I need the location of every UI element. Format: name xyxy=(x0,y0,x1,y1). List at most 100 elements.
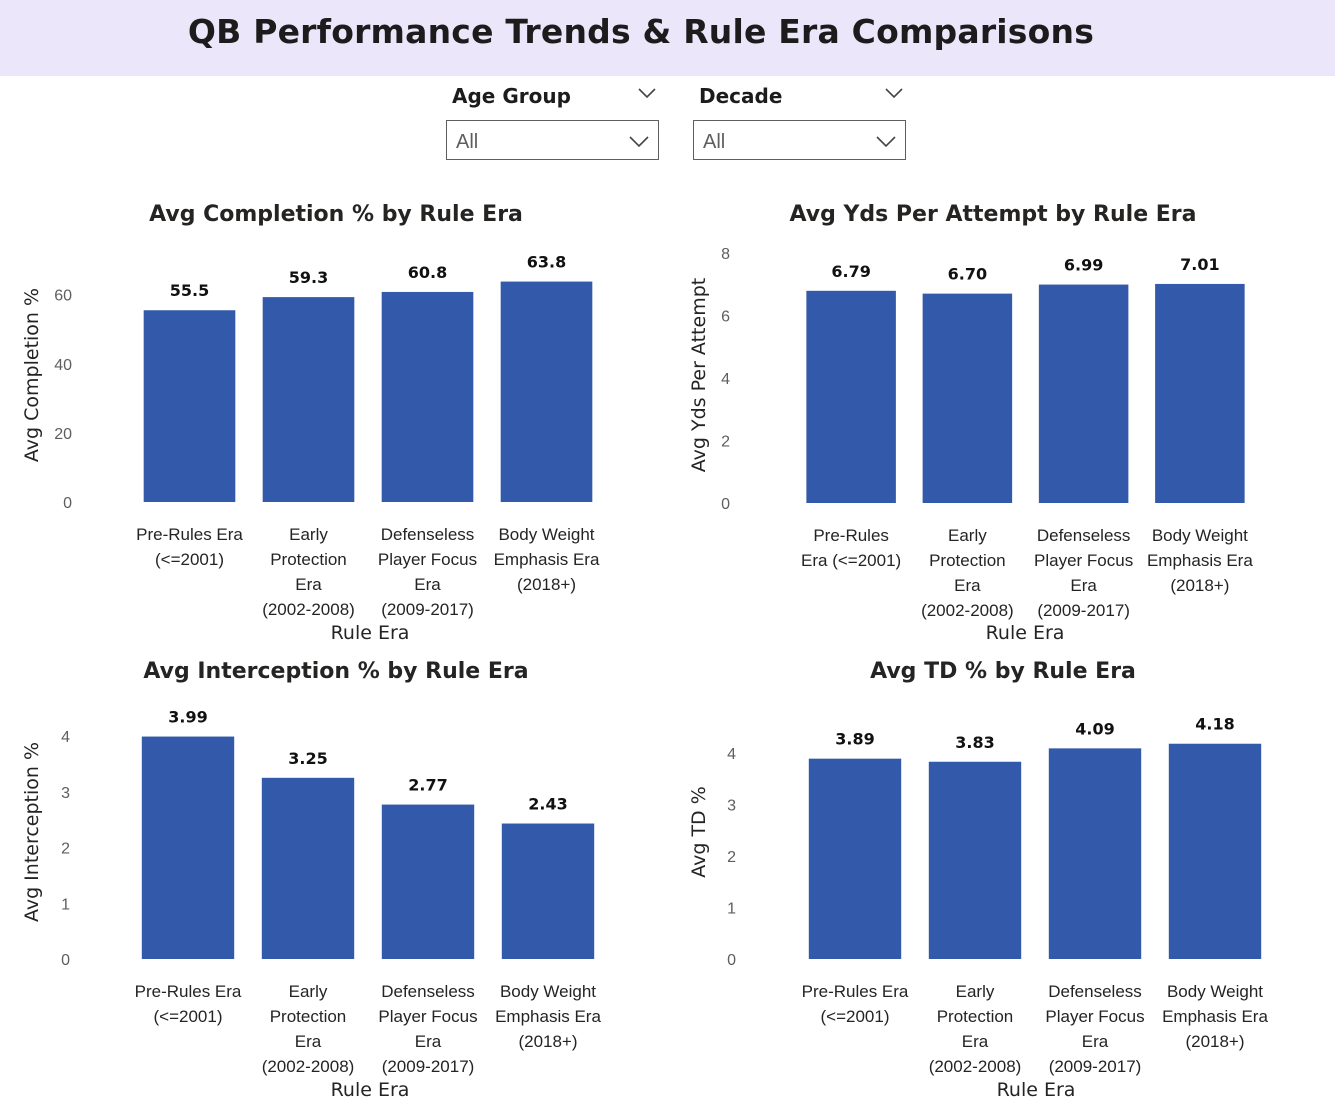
category-label: Emphasis Era xyxy=(495,1007,601,1026)
bar xyxy=(1168,743,1262,959)
x-axis-label: Rule Era xyxy=(331,1079,410,1099)
bar xyxy=(500,281,593,502)
y-axis-label: Avg TD % xyxy=(688,786,710,878)
category-label: Pre-Rules Era xyxy=(135,982,242,1001)
bar xyxy=(1155,283,1245,503)
y-axis-label: Avg Completion % xyxy=(21,288,43,462)
category-label: (<=2001) xyxy=(821,1007,890,1026)
chevron-down-icon xyxy=(876,136,896,148)
category-label: (2009-2017) xyxy=(1037,601,1130,620)
decade-dropdown[interactable]: All xyxy=(693,120,906,160)
y-tick-label: 6 xyxy=(721,309,730,326)
category-label: Body Weight xyxy=(1167,982,1263,1001)
category-label: Protection xyxy=(270,550,347,569)
age-group-value: All xyxy=(456,131,479,153)
decade-value: All xyxy=(703,131,726,153)
y-tick-label: 2 xyxy=(727,849,736,866)
chart-svg: Avg Yds Per Attempt by Rule Era Avg Yds P… xyxy=(688,202,1253,642)
category-label: (2018+) xyxy=(1170,576,1229,595)
y-tick-label: 3 xyxy=(61,785,70,802)
y-axis-label: Avg Interception % xyxy=(21,742,43,922)
bar xyxy=(928,761,1022,959)
data-label: 4.18 xyxy=(1195,715,1234,734)
bar xyxy=(808,758,902,959)
y-tick-label: 0 xyxy=(63,495,72,512)
category-label: Protection xyxy=(929,551,1006,570)
category-label: Era xyxy=(954,576,981,595)
page-title: QB Performance Trends & Rule Era Compari… xyxy=(187,12,1095,51)
category-label: (2002-2008) xyxy=(929,1057,1022,1076)
y-tick-label: 40 xyxy=(54,357,72,374)
bar xyxy=(143,310,236,502)
chart-avg-interception: Avg Interception % by Rule Era Avg Interc… xyxy=(0,642,668,1099)
y-tick-label: 1 xyxy=(61,896,70,913)
category-label: Player Focus xyxy=(378,550,477,569)
data-label: 55.5 xyxy=(170,281,209,300)
category-label: Era xyxy=(295,1032,322,1051)
y-tick-label: 0 xyxy=(721,496,730,513)
data-label: 3.25 xyxy=(288,749,327,768)
category-label: Era xyxy=(295,575,322,594)
category-label: Emphasis Era xyxy=(494,550,600,569)
category-label: Body Weight xyxy=(498,525,594,544)
category-label: Early xyxy=(289,525,328,544)
category-label: Player Focus xyxy=(378,1007,477,1026)
page-header: QB Performance Trends & Rule Era Compari… xyxy=(0,0,1335,76)
age-group-dropdown[interactable]: All xyxy=(446,120,659,160)
category-label: Era xyxy=(962,1032,989,1051)
y-tick-label: 8 xyxy=(721,246,730,263)
category-label: Player Focus xyxy=(1045,1007,1144,1026)
y-tick-label: 2 xyxy=(721,434,730,451)
category-label: (2018+) xyxy=(1185,1032,1244,1051)
data-label: 6.99 xyxy=(1064,256,1103,275)
data-label: 63.8 xyxy=(527,253,566,272)
data-label: 6.70 xyxy=(948,265,987,284)
x-axis-label: Rule Era xyxy=(997,1079,1076,1099)
data-label: 59.3 xyxy=(289,268,328,287)
bar xyxy=(262,297,355,502)
chart-svg: Avg Interception % by Rule Era Avg Interc… xyxy=(21,659,601,1099)
y-tick-label: 4 xyxy=(721,371,730,388)
category-label: Early xyxy=(289,982,328,1001)
bar xyxy=(1048,748,1142,959)
y-axis-label: Avg Yds Per Attempt xyxy=(688,278,710,472)
chart-title: Avg Interception % by Rule Era xyxy=(143,659,528,684)
chart-svg: Avg TD % by Rule Era Avg TD % 0 1 2 3 4 3.89 Pre… xyxy=(688,659,1268,1099)
category-label: Protection xyxy=(270,1007,347,1026)
category-label: (2018+) xyxy=(518,1032,577,1051)
chart-title: Avg TD % by Rule Era xyxy=(870,659,1136,684)
category-label: (<=2001) xyxy=(154,1007,223,1026)
y-tick-label: 0 xyxy=(727,952,736,969)
y-tick-label: 0 xyxy=(61,952,70,969)
chart-avg-yds-per-attempt: Avg Yds Per Attempt by Rule Era Avg Yds P… xyxy=(668,185,1335,642)
chevron-down-icon[interactable] xyxy=(636,82,658,104)
category-label: Defenseless xyxy=(381,982,475,1001)
category-label: Body Weight xyxy=(1152,526,1248,545)
chart-svg: Avg Completion % by Rule Era Avg Completi… xyxy=(21,202,600,642)
y-tick-label: 4 xyxy=(61,729,70,746)
y-tick-label: 1 xyxy=(727,901,736,918)
category-label: (<=2001) xyxy=(155,550,224,569)
bar xyxy=(1038,284,1129,503)
category-label: Emphasis Era xyxy=(1147,551,1253,570)
data-label: 4.09 xyxy=(1075,719,1114,738)
category-label: (2002-2008) xyxy=(262,1057,355,1076)
bar xyxy=(381,291,474,502)
data-label: 6.79 xyxy=(831,262,870,281)
data-label: 7.01 xyxy=(1180,255,1219,274)
data-label: 2.77 xyxy=(408,776,447,795)
category-label: (2009-2017) xyxy=(382,1057,475,1076)
data-label: 3.99 xyxy=(168,708,207,727)
y-tick-label: 20 xyxy=(54,426,72,443)
slicer-title-age-group: Age Group xyxy=(452,84,571,108)
data-label: 3.89 xyxy=(835,730,874,749)
data-label: 60.8 xyxy=(408,263,447,282)
x-axis-label: Rule Era xyxy=(331,622,410,642)
chevron-down-icon[interactable] xyxy=(883,82,905,104)
y-tick-label: 3 xyxy=(727,798,736,815)
category-label: Era xyxy=(1082,1032,1109,1051)
category-label: Era (<=2001) xyxy=(801,551,901,570)
category-label: (2018+) xyxy=(517,575,576,594)
y-tick-label: 60 xyxy=(54,288,72,305)
category-label: Pre-Rules xyxy=(813,526,889,545)
